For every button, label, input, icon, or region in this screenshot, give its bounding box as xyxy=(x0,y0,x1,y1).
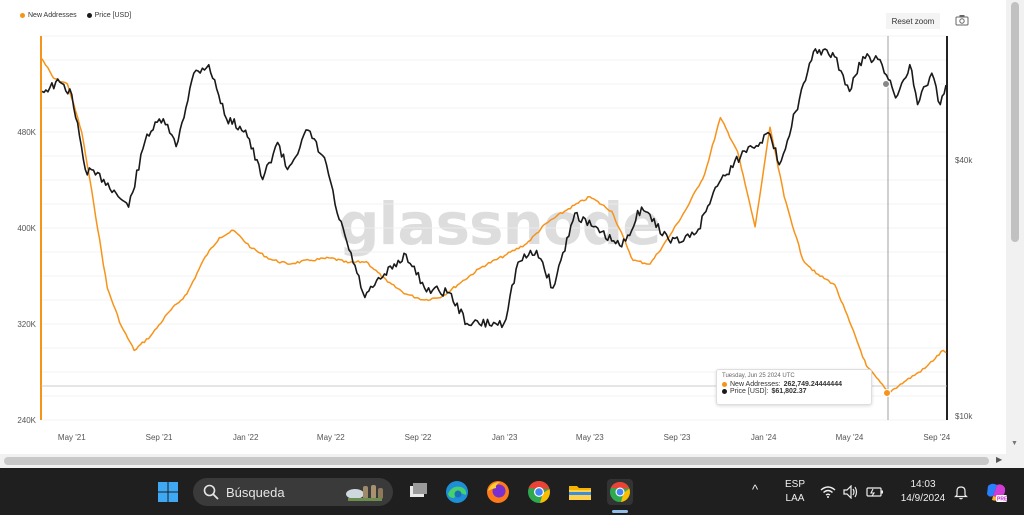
reset-zoom-button[interactable]: Reset zoom xyxy=(886,13,940,29)
chart-legend: New Addresses Price [USD] xyxy=(20,12,131,19)
keyboard-language[interactable]: ESP LAA xyxy=(778,479,812,504)
tray-overflow-chevron-icon[interactable]: ^ xyxy=(752,482,759,497)
windows-taskbar: Búsqueda xyxy=(0,468,1024,515)
hover-point-price xyxy=(882,80,890,88)
scrollbar-corner xyxy=(1006,454,1024,468)
x-tick-label: Sep '24 xyxy=(923,433,950,442)
windows-start-icon[interactable] xyxy=(158,482,178,502)
search-icon xyxy=(203,484,219,500)
legend-item-price[interactable]: Price [USD] xyxy=(86,12,132,19)
x-tick-label: Sep '22 xyxy=(405,433,432,442)
y-right-tick-label: $10k xyxy=(955,412,973,421)
svg-text:PRE: PRE xyxy=(997,497,1008,503)
x-tick-label: May '22 xyxy=(317,433,345,442)
chart-grid xyxy=(42,35,946,421)
taskbar-search-box[interactable]: Búsqueda xyxy=(193,478,393,506)
y-axis-right-labels: $10k $40k xyxy=(955,156,973,421)
y-left-tick-label: 400K xyxy=(17,224,36,233)
edge-browser-icon[interactable] xyxy=(444,479,470,505)
legend-item-new-addresses[interactable]: New Addresses xyxy=(20,12,77,19)
volume-icon[interactable] xyxy=(843,485,859,499)
y-left-tick-label: 240K xyxy=(17,416,36,425)
legend-label-price: Price [USD] xyxy=(94,12,132,19)
series-line-new-addresses xyxy=(41,58,947,394)
camera-icon[interactable] xyxy=(955,14,969,26)
tooltip-row-price: Price [USD]: $61,802.37 xyxy=(722,388,866,395)
scroll-right-arrow-icon[interactable]: ▶ xyxy=(996,455,1003,464)
legend-dot-price xyxy=(86,13,92,18)
x-tick-label: Jan '22 xyxy=(233,433,259,442)
keyboard-layout: LAA xyxy=(785,493,805,504)
tooltip-addresses-value: 262,749.24444444 xyxy=(783,381,842,388)
y-right-tick-label: $40k xyxy=(955,156,973,165)
y-axis-left-labels: 240K 320K 400K 480K xyxy=(17,128,36,425)
x-tick-label: Jan '23 xyxy=(492,433,518,442)
x-tick-label: Sep '23 xyxy=(664,433,691,442)
vertical-scrollbar-thumb[interactable] xyxy=(1011,2,1019,242)
tooltip-dot-price xyxy=(722,389,727,394)
battery-icon[interactable] xyxy=(866,486,884,498)
firefox-browser-icon[interactable] xyxy=(485,479,511,505)
horizontal-scrollbar-thumb[interactable] xyxy=(4,457,989,465)
chart-tooltip: Tuesday, Jun 25 2024 UTC New Addresses: … xyxy=(716,369,872,405)
wifi-icon[interactable] xyxy=(820,486,836,498)
x-tick-label: May '23 xyxy=(576,433,604,442)
chrome-browser-icon[interactable] xyxy=(526,479,552,505)
task-view-icon[interactable] xyxy=(405,479,431,505)
search-highlight-illustration-icon xyxy=(346,485,383,501)
tooltip-date: Tuesday, Jun 25 2024 UTC xyxy=(722,373,795,379)
clock[interactable]: 14:03 14/9/2024 xyxy=(893,479,953,504)
legend-label-new-addresses: New Addresses xyxy=(28,12,77,19)
tooltip-price-value: $61,802.37 xyxy=(771,388,807,395)
tooltip-addresses-label: New Addresses: xyxy=(730,381,781,388)
series-line-price xyxy=(41,48,947,329)
notification-bell-icon[interactable] xyxy=(954,485,968,500)
clock-date: 14/9/2024 xyxy=(900,493,946,504)
copilot-icon[interactable]: PRE xyxy=(984,480,1008,504)
x-axis-labels: May '21 Sep '21 Jan '22 May '22 Sep '22 Jan '… xyxy=(58,433,951,442)
x-tick-label: Sep '21 xyxy=(146,433,173,442)
chart-panel: New Addresses Price [USD] Reset zoom gla… xyxy=(0,0,1006,454)
x-tick-label: May '24 xyxy=(836,433,864,442)
clock-time: 14:03 xyxy=(910,479,936,490)
tooltip-price-label: Price [USD]: xyxy=(730,388,769,395)
search-label: Búsqueda xyxy=(226,485,285,500)
language-code: ESP xyxy=(784,479,805,490)
scroll-down-arrow-icon[interactable]: ▼ xyxy=(1011,440,1018,447)
horizontal-scrollbar[interactable]: ▶ xyxy=(0,454,1006,468)
x-tick-label: Jan '24 xyxy=(751,433,777,442)
vertical-scrollbar[interactable]: ▼ xyxy=(1006,0,1024,454)
glassnode-watermark: glassnode xyxy=(338,190,662,258)
hover-point-new-addresses xyxy=(883,389,891,397)
tooltip-row-addresses: New Addresses: 262,749.24444444 xyxy=(722,381,866,388)
x-tick-label: May '21 xyxy=(58,433,86,442)
legend-dot-new-addresses xyxy=(20,13,25,18)
line-chart[interactable]: 240K 320K 400K 480K $10k $40k May '21 Sep '21… xyxy=(0,0,1006,454)
active-window-indicator xyxy=(612,510,628,513)
file-explorer-icon[interactable] xyxy=(567,479,593,505)
chrome-active-window-icon[interactable] xyxy=(607,479,633,505)
y-left-tick-label: 480K xyxy=(17,128,36,137)
y-left-tick-label: 320K xyxy=(17,320,36,329)
tooltip-dot-addresses xyxy=(722,382,727,387)
